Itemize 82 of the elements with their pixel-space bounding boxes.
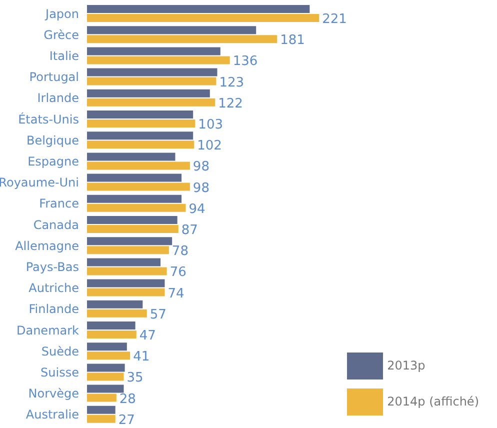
y-tick-label: Irlande bbox=[37, 91, 79, 106]
bar bbox=[87, 204, 186, 212]
bar bbox=[87, 372, 124, 381]
bar bbox=[87, 194, 182, 203]
y-tick-label: Australie bbox=[26, 408, 79, 422]
data-label: 221 bbox=[322, 12, 347, 27]
bar bbox=[87, 364, 125, 372]
y-tick-label: Danemark bbox=[16, 323, 80, 338]
data-label: 57 bbox=[150, 307, 166, 322]
bar bbox=[87, 47, 220, 56]
bar bbox=[87, 120, 196, 128]
y-tick-label: Grèce bbox=[44, 28, 79, 42]
bar bbox=[87, 56, 230, 64]
bar bbox=[87, 77, 216, 86]
y-tick-label: Japon bbox=[44, 6, 79, 21]
bar bbox=[87, 352, 130, 360]
bar bbox=[87, 384, 124, 393]
bar bbox=[87, 89, 210, 98]
y-tick-label: Finlande bbox=[28, 302, 79, 316]
y-tick-label: Royaume-Uni bbox=[0, 176, 79, 190]
data-label: 94 bbox=[188, 202, 206, 217]
bar bbox=[87, 330, 136, 338]
data-label: 74 bbox=[168, 286, 184, 302]
data-label: 27 bbox=[118, 412, 135, 428]
data-label: 98 bbox=[192, 180, 210, 196]
data-label: 35 bbox=[126, 370, 144, 386]
data-label: 47 bbox=[139, 328, 156, 344]
bar bbox=[87, 68, 218, 76]
y-tick-label: Italie bbox=[49, 49, 79, 64]
bar bbox=[87, 258, 161, 266]
bar bbox=[87, 14, 320, 22]
bar bbox=[87, 98, 216, 106]
bar bbox=[87, 35, 278, 44]
y-tick-label: France bbox=[39, 196, 79, 211]
y-tick-label: Pays-Bas bbox=[26, 260, 79, 274]
bar bbox=[87, 288, 165, 296]
y-tick-label: Autriche bbox=[28, 281, 79, 296]
bar bbox=[87, 110, 194, 118]
bar bbox=[87, 237, 172, 246]
bar bbox=[87, 225, 178, 233]
bar bbox=[87, 26, 256, 34]
data-label: 76 bbox=[170, 265, 186, 280]
bar bbox=[87, 267, 167, 276]
y-tick-label: Portugal bbox=[29, 70, 79, 84]
bar bbox=[87, 279, 165, 288]
data-label: 78 bbox=[172, 244, 188, 260]
data-label: 136 bbox=[232, 54, 258, 70]
bar bbox=[87, 300, 143, 308]
bar bbox=[87, 414, 116, 423]
y-tick-label: Suisse bbox=[40, 366, 79, 380]
data-label: 102 bbox=[197, 138, 222, 154]
data-label: 41 bbox=[133, 350, 150, 365]
bar bbox=[87, 152, 176, 161]
bar bbox=[87, 406, 116, 414]
data-label: 123 bbox=[219, 75, 244, 90]
y-tick-label: Suède bbox=[41, 344, 79, 358]
bar bbox=[87, 342, 127, 351]
legend-label: 2014p (affiché) bbox=[387, 394, 479, 408]
y-tick-label: Espagne bbox=[28, 154, 79, 169]
y-tick-label: Canada bbox=[33, 218, 79, 232]
bar bbox=[87, 140, 194, 149]
bar bbox=[87, 309, 147, 318]
bar bbox=[87, 322, 136, 330]
bar bbox=[87, 246, 169, 254]
data-label: 87 bbox=[181, 223, 198, 238]
legend-label: 2013p bbox=[387, 358, 426, 372]
bar bbox=[87, 132, 194, 140]
y-tick-label: Allemagne bbox=[15, 238, 79, 253]
data-label: 98 bbox=[192, 160, 210, 175]
bar bbox=[87, 5, 310, 13]
data-label: 181 bbox=[280, 33, 305, 48]
data-label: 28 bbox=[119, 392, 136, 407]
y-tick-label: États-Unis bbox=[18, 111, 79, 126]
y-tick-label: Belgique bbox=[26, 133, 79, 148]
bar bbox=[87, 216, 178, 224]
bar bbox=[87, 394, 116, 402]
data-label: 103 bbox=[198, 118, 224, 132]
data-label: 122 bbox=[218, 96, 243, 112]
bar bbox=[87, 182, 190, 191]
y-tick-label: Norvège bbox=[28, 386, 79, 401]
bar bbox=[87, 162, 190, 170]
bar bbox=[87, 174, 182, 182]
